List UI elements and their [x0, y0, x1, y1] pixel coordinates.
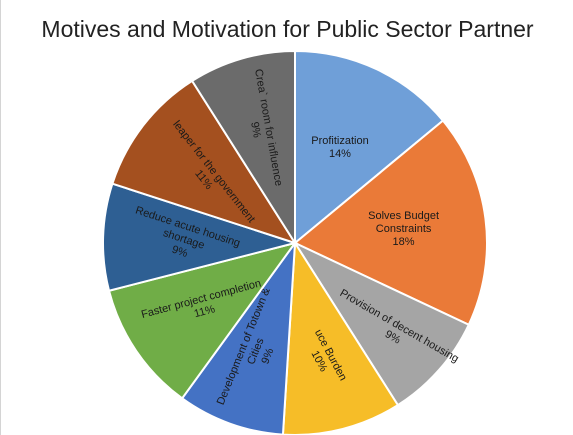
pie-slice [292, 240, 471, 407]
pie-slice [180, 239, 297, 435]
chart-title: Motives and Motivation for Public Sector… [41, 16, 534, 42]
pie-slice [111, 79, 298, 245]
slice-percent: 9% [248, 121, 263, 139]
slice-label-text: Solves Budget [368, 210, 439, 222]
pie-slice [102, 182, 299, 292]
slice-label-text: Constraints [376, 223, 432, 235]
pie-slice [107, 241, 298, 400]
pie-slice [294, 49, 445, 246]
slice-percent: 9% [259, 346, 276, 365]
slice-percent: 9% [170, 244, 189, 260]
slice-percent: 18% [393, 236, 415, 248]
slice-label-text: Profitization [311, 135, 368, 147]
slice-percent: 11% [193, 303, 217, 320]
slice-percent: 14% [329, 148, 351, 160]
pie-slice [190, 49, 296, 247]
pie-slice [293, 119, 488, 327]
